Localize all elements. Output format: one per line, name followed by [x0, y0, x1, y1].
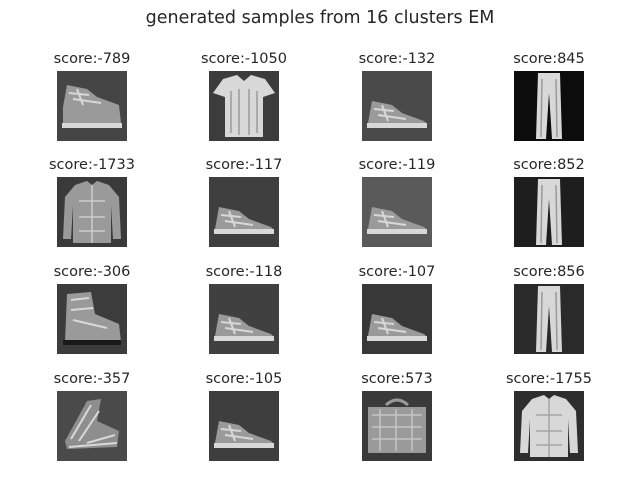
sample-score-label: score:-132: [358, 51, 436, 67]
trousers-image: [536, 286, 562, 352]
ankle-boot-image: [63, 292, 121, 345]
sample-image: [514, 284, 584, 354]
sneaker-image: [367, 101, 427, 128]
sample-image: [514, 71, 584, 141]
sample-score-label: score:-119: [358, 157, 436, 173]
sample-score-label: score:-357: [53, 371, 131, 387]
sneaker-image: [214, 314, 274, 341]
sample-cell: score:856: [473, 263, 625, 373]
sample-cell: score:573: [321, 370, 473, 480]
sample-score-label: score:845: [513, 51, 585, 67]
tshirt-image: [213, 75, 275, 137]
sample-image: [209, 391, 279, 461]
sample-cell: score:-789: [16, 50, 168, 160]
sandal-image: [65, 399, 119, 449]
sample-image: [209, 71, 279, 141]
sample-image: [362, 71, 432, 141]
sample-cell: score:-119: [321, 156, 473, 266]
sample-image: [514, 391, 584, 461]
sample-image: [209, 177, 279, 247]
sample-score-label: score:-306: [53, 264, 131, 280]
trousers-image: [536, 73, 562, 139]
sample-cell: score:-107: [321, 263, 473, 373]
sample-cell: score:845: [473, 50, 625, 160]
sample-image: [362, 284, 432, 354]
sample-score-label: score:-107: [358, 264, 436, 280]
sample-score-label: score:-1050: [201, 51, 287, 67]
sample-score-label: score:-1733: [49, 157, 135, 173]
sample-image: [209, 284, 279, 354]
sample-cell: score:-132: [321, 50, 473, 160]
sample-score-label: score:856: [513, 264, 585, 280]
sample-cell: score:-1733: [16, 156, 168, 266]
sample-image: [362, 391, 432, 461]
sneaker-boot-image: [62, 85, 122, 128]
sample-score-label: score:573: [361, 371, 433, 387]
sample-image: [57, 71, 127, 141]
sample-score-label: score:-1755: [506, 371, 592, 387]
sample-image: [57, 391, 127, 461]
shirt-image: [63, 181, 121, 243]
sneaker-image: [367, 314, 427, 341]
trousers-image: [536, 179, 562, 245]
sneaker-image: [214, 421, 274, 448]
sample-cell: score:-105: [168, 370, 320, 480]
sample-cell: score:-117: [168, 156, 320, 266]
sample-score-label: score:-105: [205, 371, 283, 387]
sample-cell: score:-118: [168, 263, 320, 373]
sample-image: [57, 177, 127, 247]
sample-cell: score:852: [473, 156, 625, 266]
sample-score-label: score:-118: [205, 264, 283, 280]
bag-image: [368, 398, 426, 453]
pullover-image: [520, 395, 578, 457]
sample-cell: score:-1755: [473, 370, 625, 480]
sample-image: [514, 177, 584, 247]
sample-score-label: score:-789: [53, 51, 131, 67]
sample-cell: score:-1050: [168, 50, 320, 160]
sample-image: [57, 284, 127, 354]
sample-score-label: score:852: [513, 157, 585, 173]
sneaker-image: [214, 207, 274, 234]
figure-title: generated samples from 16 clusters EM: [145, 8, 495, 28]
sample-cell: score:-306: [16, 263, 168, 373]
sample-image: [362, 177, 432, 247]
sample-cell: score:-357: [16, 370, 168, 480]
sneaker-image: [367, 207, 427, 234]
sample-score-label: score:-117: [205, 157, 283, 173]
